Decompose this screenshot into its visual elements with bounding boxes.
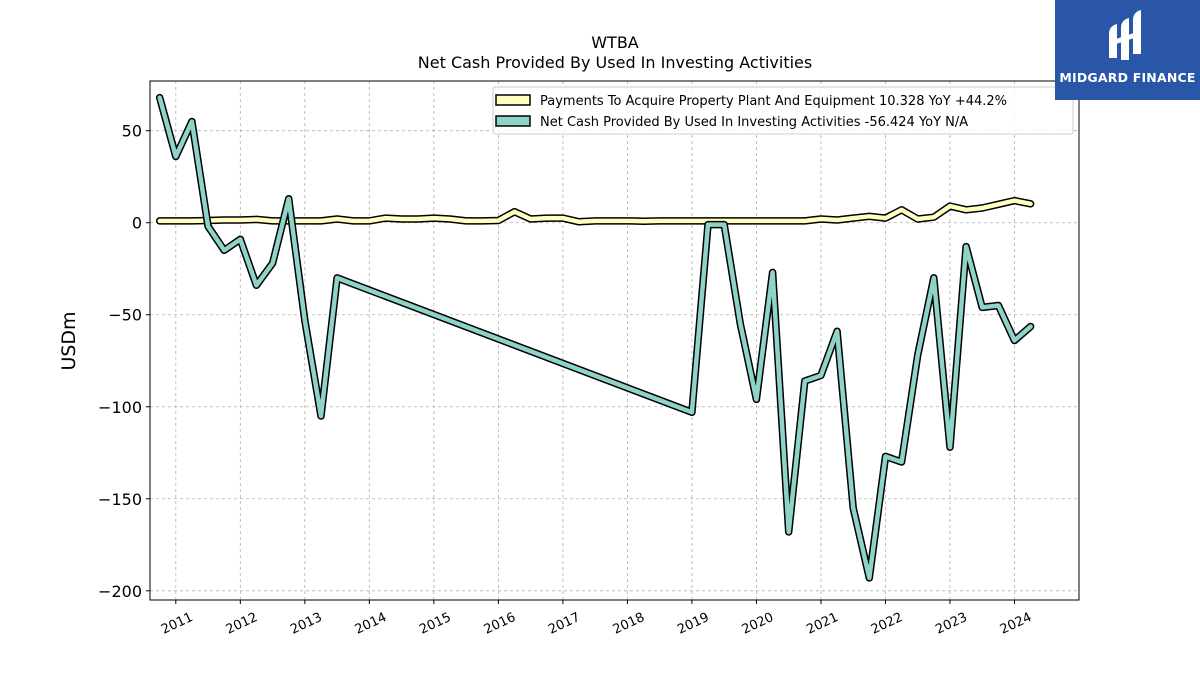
series-line-1	[157, 95, 1033, 581]
y-axis-label: USDm	[58, 311, 80, 370]
y-tick-label: −100	[98, 398, 142, 417]
midgard-logo: MIDGARD FINANCE	[1055, 0, 1200, 100]
legend-label-0: Payments To Acquire Property Plant And E…	[540, 94, 1007, 109]
series-line-0	[157, 198, 1033, 225]
y-tick-label: 0	[132, 214, 142, 233]
x-tick-label: 2015	[417, 610, 453, 638]
y-tick-label: −150	[98, 490, 142, 509]
y-tick-label: −50	[108, 306, 142, 325]
x-tick-label: 2013	[288, 610, 324, 638]
y-tick-label: −200	[98, 582, 142, 601]
y-axis: 50 0 −50 −100 −150 −200	[98, 122, 150, 601]
x-tick-label: 2024	[998, 610, 1034, 638]
x-tick-label: 2017	[546, 610, 582, 638]
series-layer	[155, 93, 1035, 582]
x-tick-label: 2022	[869, 610, 905, 638]
legend-frame	[492, 86, 1074, 135]
x-tick-label: 2019	[675, 610, 711, 638]
legend-swatch-0	[495, 94, 531, 106]
x-tick-label: 2021	[804, 610, 840, 638]
x-tick-label: 2012	[224, 610, 260, 638]
midgard-logo-icon	[1109, 10, 1141, 60]
x-tick-label: 2023	[933, 610, 969, 638]
chart-title: WTBA	[591, 33, 639, 52]
x-tick-label: 2018	[611, 610, 647, 638]
x-tick-label: 2016	[482, 610, 518, 638]
logo-text: MIDGARD FINANCE	[1059, 70, 1196, 85]
legend: Payments To Acquire Property Plant And E…	[492, 86, 1074, 135]
legend-swatch-1	[495, 115, 531, 127]
legend-label-1: Net Cash Provided By Used In Investing A…	[540, 115, 968, 130]
y-tick-label: 50	[122, 122, 142, 141]
x-axis: 2011 2012 2013 2014 2015 2016 2017 2018 2019 2020…	[159, 600, 1034, 638]
chart-subtitle: Net Cash Provided By Used In Investing A…	[418, 53, 812, 72]
x-tick-label: 2014	[353, 610, 389, 638]
series-outline-1	[155, 93, 1035, 582]
x-tick-label: 2020	[740, 610, 776, 638]
plot-frame	[149, 80, 1080, 601]
x-tick-label: 2011	[159, 610, 195, 638]
